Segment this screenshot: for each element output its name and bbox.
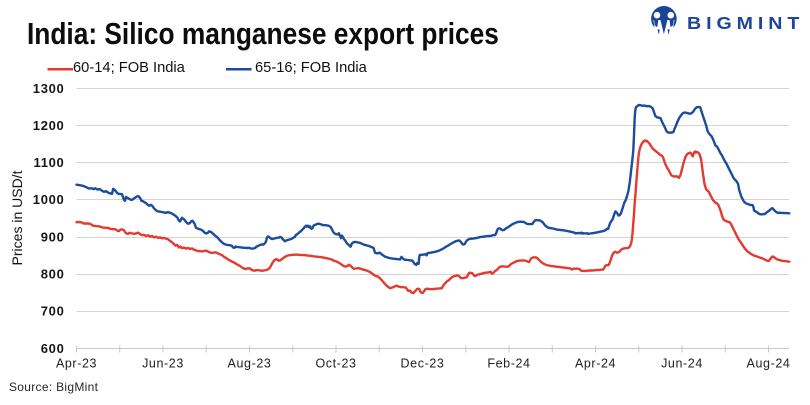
svg-text:1100: 1100 [33, 155, 64, 170]
svg-text:Apr-24: Apr-24 [575, 357, 616, 371]
svg-text:800: 800 [41, 267, 65, 282]
svg-text:1000: 1000 [33, 192, 65, 207]
svg-text:600: 600 [41, 341, 65, 356]
svg-text:Oct-23: Oct-23 [315, 357, 356, 371]
svg-text:Prices in USD/t: Prices in USD/t [9, 170, 25, 265]
svg-text:Jun-24: Jun-24 [661, 357, 703, 371]
svg-text:Dec-23: Dec-23 [401, 357, 445, 371]
svg-text:1200: 1200 [33, 118, 65, 133]
svg-text:Feb-24: Feb-24 [487, 357, 530, 371]
svg-text:700: 700 [41, 304, 65, 319]
svg-text:Apr-23: Apr-23 [56, 357, 97, 371]
svg-text:Jun-23: Jun-23 [142, 357, 184, 371]
svg-text:Aug-23: Aug-23 [228, 357, 272, 371]
svg-text:Aug-24: Aug-24 [747, 357, 791, 371]
svg-text:1300: 1300 [33, 81, 65, 96]
svg-text:900: 900 [41, 229, 65, 244]
